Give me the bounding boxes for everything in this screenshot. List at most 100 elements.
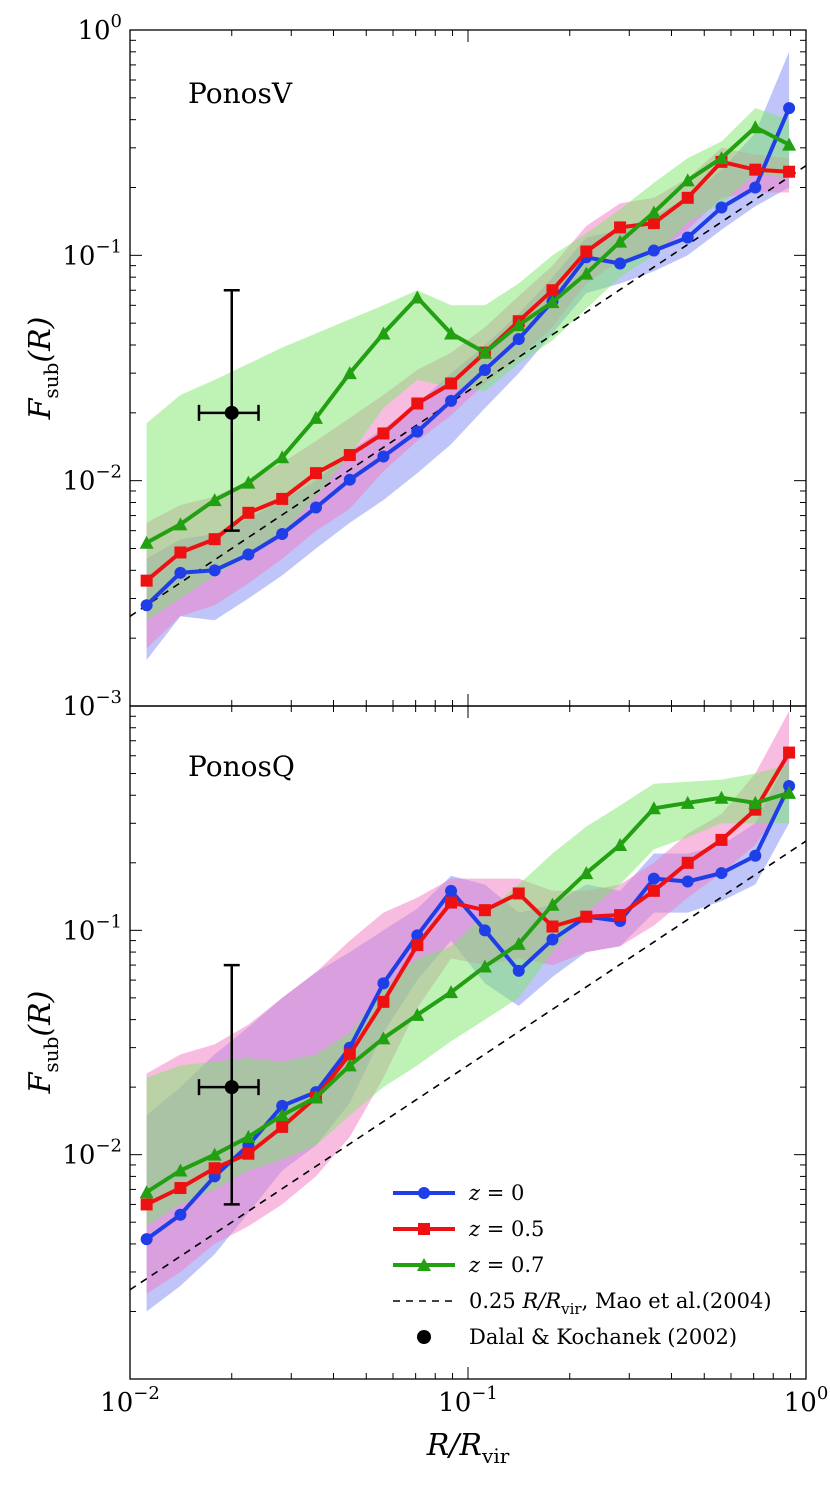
legend-item-1: z = 0.5 <box>393 1217 544 1241</box>
point-top-2-3 <box>241 475 256 489</box>
point-top-0-16 <box>681 231 694 244</box>
point-top-1-13 <box>580 245 593 258</box>
legend-item-0: z = 0 <box>393 1181 524 1205</box>
panel-bottom-ticks <box>129 706 806 1380</box>
panel-bottom-bands <box>146 711 790 1312</box>
point-top-1-9 <box>445 377 458 390</box>
panel-top-series <box>139 102 797 612</box>
panel-top: PonosV 10−3 10−2 10−1 100 Fsub(R) <box>23 11 807 722</box>
point-top-2-17 <box>714 151 729 165</box>
point-top-2-8 <box>410 290 425 304</box>
point-top-0-9 <box>445 394 458 407</box>
panel-top-refline <box>130 164 806 617</box>
point-top-1-18 <box>749 163 762 176</box>
legend-item-3: 0.25 R/Rvir, Mao et al.(2004) <box>393 1289 772 1318</box>
point-bottom-2-10 <box>477 959 492 973</box>
point-top-2-11 <box>511 318 526 332</box>
point-bottom-2-8 <box>410 1007 425 1021</box>
x-axis-label: R/Rvir <box>426 1428 510 1468</box>
point-bottom-1-2 <box>208 1162 221 1175</box>
point-top-2-5 <box>308 410 323 424</box>
point-top-1-15 <box>647 217 660 230</box>
ytick-label: 10−3 <box>62 687 122 722</box>
point-top-2-7 <box>376 326 391 340</box>
point-top-1-0 <box>140 574 153 587</box>
point-bottom-1-13 <box>580 910 593 923</box>
point-top-1-8 <box>411 397 424 410</box>
point-bottom-2-6 <box>342 1058 357 1072</box>
legend-item-4: Dalal & Kochanek (2002) <box>417 1325 737 1349</box>
point-top-2-18 <box>748 120 763 134</box>
point-top-0-7 <box>377 450 390 463</box>
point-bottom-1-17 <box>715 833 728 846</box>
xtick-label: 10−1 <box>438 1383 498 1418</box>
ytick-label: 10−1 <box>62 236 122 271</box>
point-top-2-15 <box>646 205 661 219</box>
point-top-2-13 <box>579 266 594 280</box>
point-bottom-0-17 <box>715 867 728 880</box>
point-top-0-10 <box>478 363 491 376</box>
reference-line-bottom <box>130 840 806 1291</box>
ytick-label: 10−2 <box>62 462 122 497</box>
point-top-1-5 <box>309 467 322 480</box>
panel-top-bands <box>146 51 790 661</box>
point-bottom-1-12 <box>546 920 559 933</box>
ytick-label: 100 <box>77 11 122 46</box>
panel-top-yticklabels: 10−3 10−2 10−1 100 <box>62 11 122 722</box>
point-top-0-19 <box>783 102 796 115</box>
point-top-2-0 <box>139 535 154 549</box>
point-bottom-1-15 <box>647 884 660 897</box>
point-top-1-19 <box>783 165 796 178</box>
legend-item-2: z = 0.7 <box>393 1253 544 1277</box>
point-bottom-1-9 <box>445 896 458 909</box>
point-bottom-2-15 <box>646 801 661 815</box>
point-bottom-0-18 <box>749 849 762 862</box>
point-bottom-1-1 <box>174 1182 187 1195</box>
point-top-1-3 <box>242 506 255 519</box>
point-top-0-5 <box>309 501 322 514</box>
band-top-1 <box>146 147 790 649</box>
point-top-2-16 <box>680 173 695 187</box>
point-bottom-0-9 <box>445 884 458 897</box>
point-top-0-2 <box>208 564 221 577</box>
point-bottom-1-0 <box>140 1198 153 1211</box>
ytick-label: 10−1 <box>62 911 122 946</box>
point-top-1-2 <box>208 533 221 546</box>
legend-marker <box>418 1187 430 1199</box>
point-bottom-2-2 <box>207 1147 222 1161</box>
point-bottom-1-6 <box>343 1048 356 1061</box>
panel-bottom-yticklabels: 10−2 10−1 <box>62 911 122 1170</box>
point-top-0-14 <box>614 257 627 270</box>
point-bottom-1-16 <box>681 856 694 869</box>
point-top-0-11 <box>512 333 525 346</box>
point-bottom-2-19 <box>782 785 797 799</box>
legend-label: z = 0.5 <box>468 1217 544 1241</box>
legend-marker <box>417 1330 431 1344</box>
point-bottom-2-5 <box>308 1090 323 1104</box>
point-top-1-6 <box>343 448 356 461</box>
point-top-2-14 <box>613 234 628 248</box>
panel-bottom-title: PonosQ <box>188 750 295 783</box>
point-bottom-0-12 <box>546 933 559 946</box>
panel-top-observation <box>197 288 260 532</box>
point-bottom-0-16 <box>681 875 694 888</box>
panel-bottom-ylabel: Fsub(R) <box>23 991 63 1095</box>
point-top-1-7 <box>377 427 390 440</box>
panel-bottom-series <box>139 746 797 1246</box>
point-top-0-17 <box>715 201 728 214</box>
point-bottom-1-10 <box>478 904 491 917</box>
point-top-2-19 <box>782 137 797 151</box>
panel-bottom-xticklabels: 10−2 10−1 100 <box>100 1383 828 1418</box>
point-bottom-2-12 <box>545 897 560 911</box>
series-line-bottom-2 <box>145 790 790 1194</box>
legend-label: z = 0.7 <box>468 1253 544 1277</box>
panel-top-title: PonosV <box>188 77 293 110</box>
point-top-0-15 <box>647 244 660 257</box>
point-top-1-16 <box>681 191 694 204</box>
panel-bottom: PonosQ 10−2 10−1 10−2 10−1 100 Fsub(R) R/Rv… <box>23 705 828 1468</box>
point-top-2-6 <box>342 366 357 380</box>
series-line-top-0 <box>145 107 791 607</box>
point-bottom-2-3 <box>241 1129 256 1143</box>
point-bottom-0-10 <box>478 924 491 937</box>
point-top-2-1 <box>173 517 188 531</box>
